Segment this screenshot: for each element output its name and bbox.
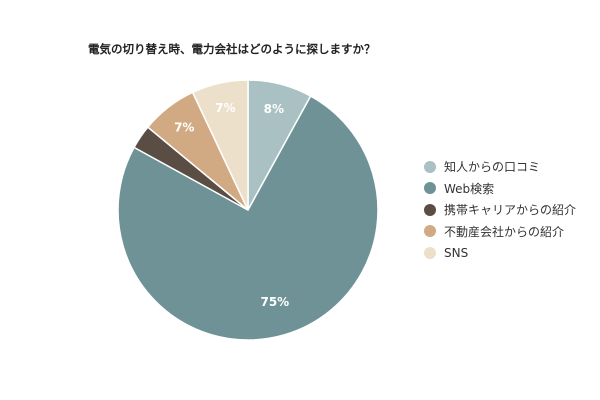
legend-item-3: 携帯キャリアからの紹介 [424,199,576,221]
legend-swatch [424,182,436,195]
slice-data-label-5: 7% [215,101,235,115]
chart-title: 電気の切り替え時、電力会社はどのように探しますか？ [88,42,376,56]
legend-item-4: 不動産会社からの紹介 [424,221,576,243]
legend-label: Web検索 [444,181,495,196]
slice-data-label-2: 75% [260,295,289,309]
legend-swatch [424,225,436,238]
legend-swatch [424,160,436,173]
slice-data-label-1: 8% [264,102,284,116]
legend: 知人からの口コミ Web検索携帯キャリアからの紹介 不動産会社からの紹介 SNS [424,156,576,264]
slice-data-label-4: 7% [174,120,194,134]
legend-item-2: Web検索 [424,178,576,200]
pie-slice-5 [191,79,249,211]
legend-swatch [424,246,436,259]
legend-item-1: 知人からの口コミ [424,156,576,178]
legend-label: SNS [444,245,469,260]
legend-label: 携帯キャリアからの紹介 [444,203,577,218]
legend-item-5: SNS [424,242,576,264]
legend-label: 知人からの口コミ [444,160,541,175]
legend-swatch [424,203,436,216]
legend-label: 不動産会社からの紹介 [444,224,565,239]
pie-slice-2 [117,95,379,341]
